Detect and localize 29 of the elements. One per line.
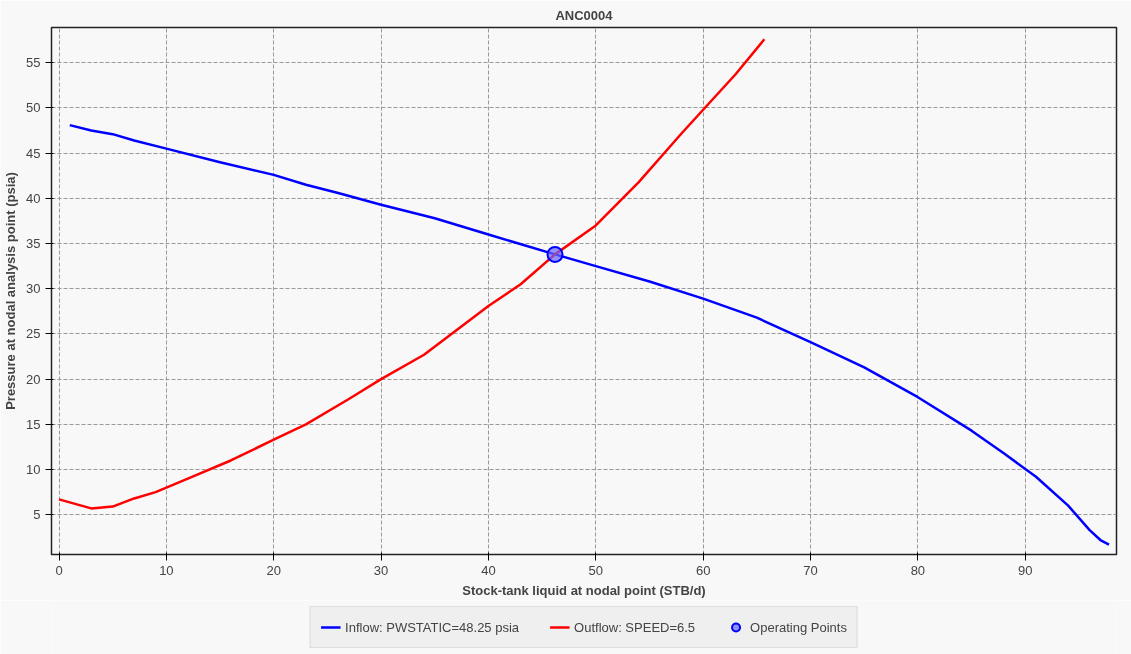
y-tick-label: 35 [26,236,41,252]
x-tick-label: 70 [803,562,818,578]
y-tick-label: 40 [26,190,41,206]
line-series [68,123,1111,546]
x-tick-label: 20 [266,562,281,578]
y-tick-label: 30 [26,281,41,297]
legend-label: Outflow: SPEED=6.5 [574,619,696,635]
x-tick-label: 30 [373,562,389,578]
x-tick-label: 80 [910,562,926,578]
x-tick-label: 0 [55,562,63,578]
y-tick-label: 20 [26,371,41,387]
y-tick-label: 50 [26,100,41,116]
x-tick-label: 40 [481,562,496,578]
y-axis-title: Pressure at nodal analysis point (psia) [3,172,19,410]
x-tick-label: 50 [588,562,604,578]
y-tick-label: 10 [26,462,41,478]
line-series [57,38,766,510]
x-tick-label: 90 [1018,562,1033,578]
x-axis-title: Stock-tank liquid at nodal point (STB/d) [462,582,706,598]
x-tick-label: 10 [159,562,174,578]
y-tick-label: 45 [26,145,41,161]
y-tick-label: 15 [26,416,41,432]
x-tick-label: 60 [695,562,711,578]
y-tick-label: 55 [26,55,41,71]
y-tick-label: 5 [33,507,41,523]
legend-label: Operating Points [750,619,847,635]
legend-label: Inflow: PWSTATIC=48.25 psia [345,619,520,635]
chart-title: ANC0004 [555,7,614,23]
y-tick-label: 25 [26,326,41,342]
